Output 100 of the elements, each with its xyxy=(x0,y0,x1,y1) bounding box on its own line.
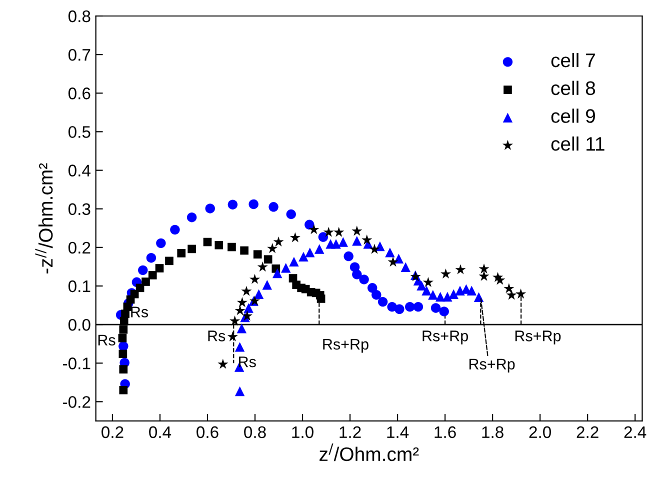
point xyxy=(228,200,238,210)
point xyxy=(119,365,128,374)
point xyxy=(435,292,446,302)
point xyxy=(314,244,324,254)
point xyxy=(369,244,380,254)
point xyxy=(422,286,432,296)
point xyxy=(155,264,164,272)
y-tick-label: 0.0 xyxy=(68,318,90,331)
y-tick-label: 0.5 xyxy=(68,126,90,138)
point xyxy=(118,350,128,358)
point xyxy=(494,274,506,285)
legend-label: cell 8 xyxy=(551,80,596,96)
legend-label: cell 9 xyxy=(551,108,595,123)
point xyxy=(240,246,248,255)
point xyxy=(400,262,410,272)
point xyxy=(267,243,278,254)
point xyxy=(385,248,395,258)
point xyxy=(516,288,526,299)
x-tick-label: 2.2 xyxy=(576,426,598,438)
point xyxy=(165,256,174,266)
point xyxy=(236,297,248,308)
annotation: Rs xyxy=(98,334,116,346)
point xyxy=(338,237,348,247)
point xyxy=(352,226,362,236)
point xyxy=(228,242,236,252)
point xyxy=(331,239,341,249)
point xyxy=(146,252,156,263)
point xyxy=(430,303,441,313)
point xyxy=(268,202,278,212)
point xyxy=(506,290,517,300)
point xyxy=(378,296,388,307)
point xyxy=(253,250,262,259)
point xyxy=(439,306,449,316)
point xyxy=(148,271,157,280)
x-tick-label: 1.4 xyxy=(387,426,409,438)
y-tick-label: 0.7 xyxy=(68,48,90,61)
point xyxy=(478,263,490,274)
x-tick-label: 2.0 xyxy=(529,426,552,438)
point xyxy=(119,386,128,394)
y-tick-label: 0.4 xyxy=(68,164,90,176)
y-axis-title: -z$^{//}$/Ohm.cm² xyxy=(35,163,53,274)
point xyxy=(281,263,291,273)
y-tick-label: 0.6 xyxy=(68,88,90,100)
point xyxy=(416,280,426,290)
point xyxy=(177,249,186,258)
point xyxy=(413,302,424,312)
y-tick-label: 0.2 xyxy=(68,242,90,254)
point xyxy=(352,270,362,280)
point xyxy=(234,342,245,352)
point xyxy=(218,358,228,369)
annotation: Rs xyxy=(131,306,148,318)
x-axis-title: z$^{/}$/Ohm.cm² xyxy=(320,444,419,462)
x-tick-label: 2.4 xyxy=(624,426,646,438)
legend-label: cell 7 xyxy=(551,52,595,68)
point xyxy=(242,310,252,321)
point xyxy=(262,280,272,290)
point xyxy=(138,265,148,276)
point xyxy=(230,316,240,326)
x-tick-label: 0.8 xyxy=(244,426,266,438)
point xyxy=(308,224,320,234)
point xyxy=(394,304,404,314)
point xyxy=(289,256,299,267)
point xyxy=(272,268,282,278)
legend-label: cell 11 xyxy=(551,136,604,151)
point xyxy=(298,252,308,262)
x-tick-label: 1.6 xyxy=(434,426,456,438)
point xyxy=(286,209,296,220)
point xyxy=(156,238,166,248)
point xyxy=(352,236,362,246)
point xyxy=(440,268,452,279)
point xyxy=(244,303,254,313)
point xyxy=(188,244,196,254)
point xyxy=(119,325,128,334)
x-tick-label: 1.0 xyxy=(292,426,314,438)
point xyxy=(254,289,264,299)
point xyxy=(428,290,438,300)
point xyxy=(504,283,514,294)
point xyxy=(422,276,434,288)
point xyxy=(264,255,272,264)
point xyxy=(248,199,258,210)
point xyxy=(214,240,224,250)
y-tick-label: 0.3 xyxy=(68,203,90,216)
annotation: Rs+Rp xyxy=(469,358,515,373)
point xyxy=(227,331,238,342)
point xyxy=(466,286,477,296)
point xyxy=(442,292,452,302)
point xyxy=(249,274,260,284)
x-tick-label: 0.6 xyxy=(196,426,218,438)
point xyxy=(304,220,314,230)
y-tick-label: 0.8 xyxy=(68,10,90,22)
annotation: Rs+Rp xyxy=(515,330,561,344)
annotation: Rs xyxy=(239,356,256,368)
annotation: Rs+Rp xyxy=(422,330,468,344)
point xyxy=(388,256,398,267)
point xyxy=(455,286,465,296)
point xyxy=(186,212,197,222)
point xyxy=(448,289,458,299)
point xyxy=(344,251,354,262)
annotation: Rs xyxy=(208,330,226,342)
y-tick-label: -0.2 xyxy=(63,396,90,408)
